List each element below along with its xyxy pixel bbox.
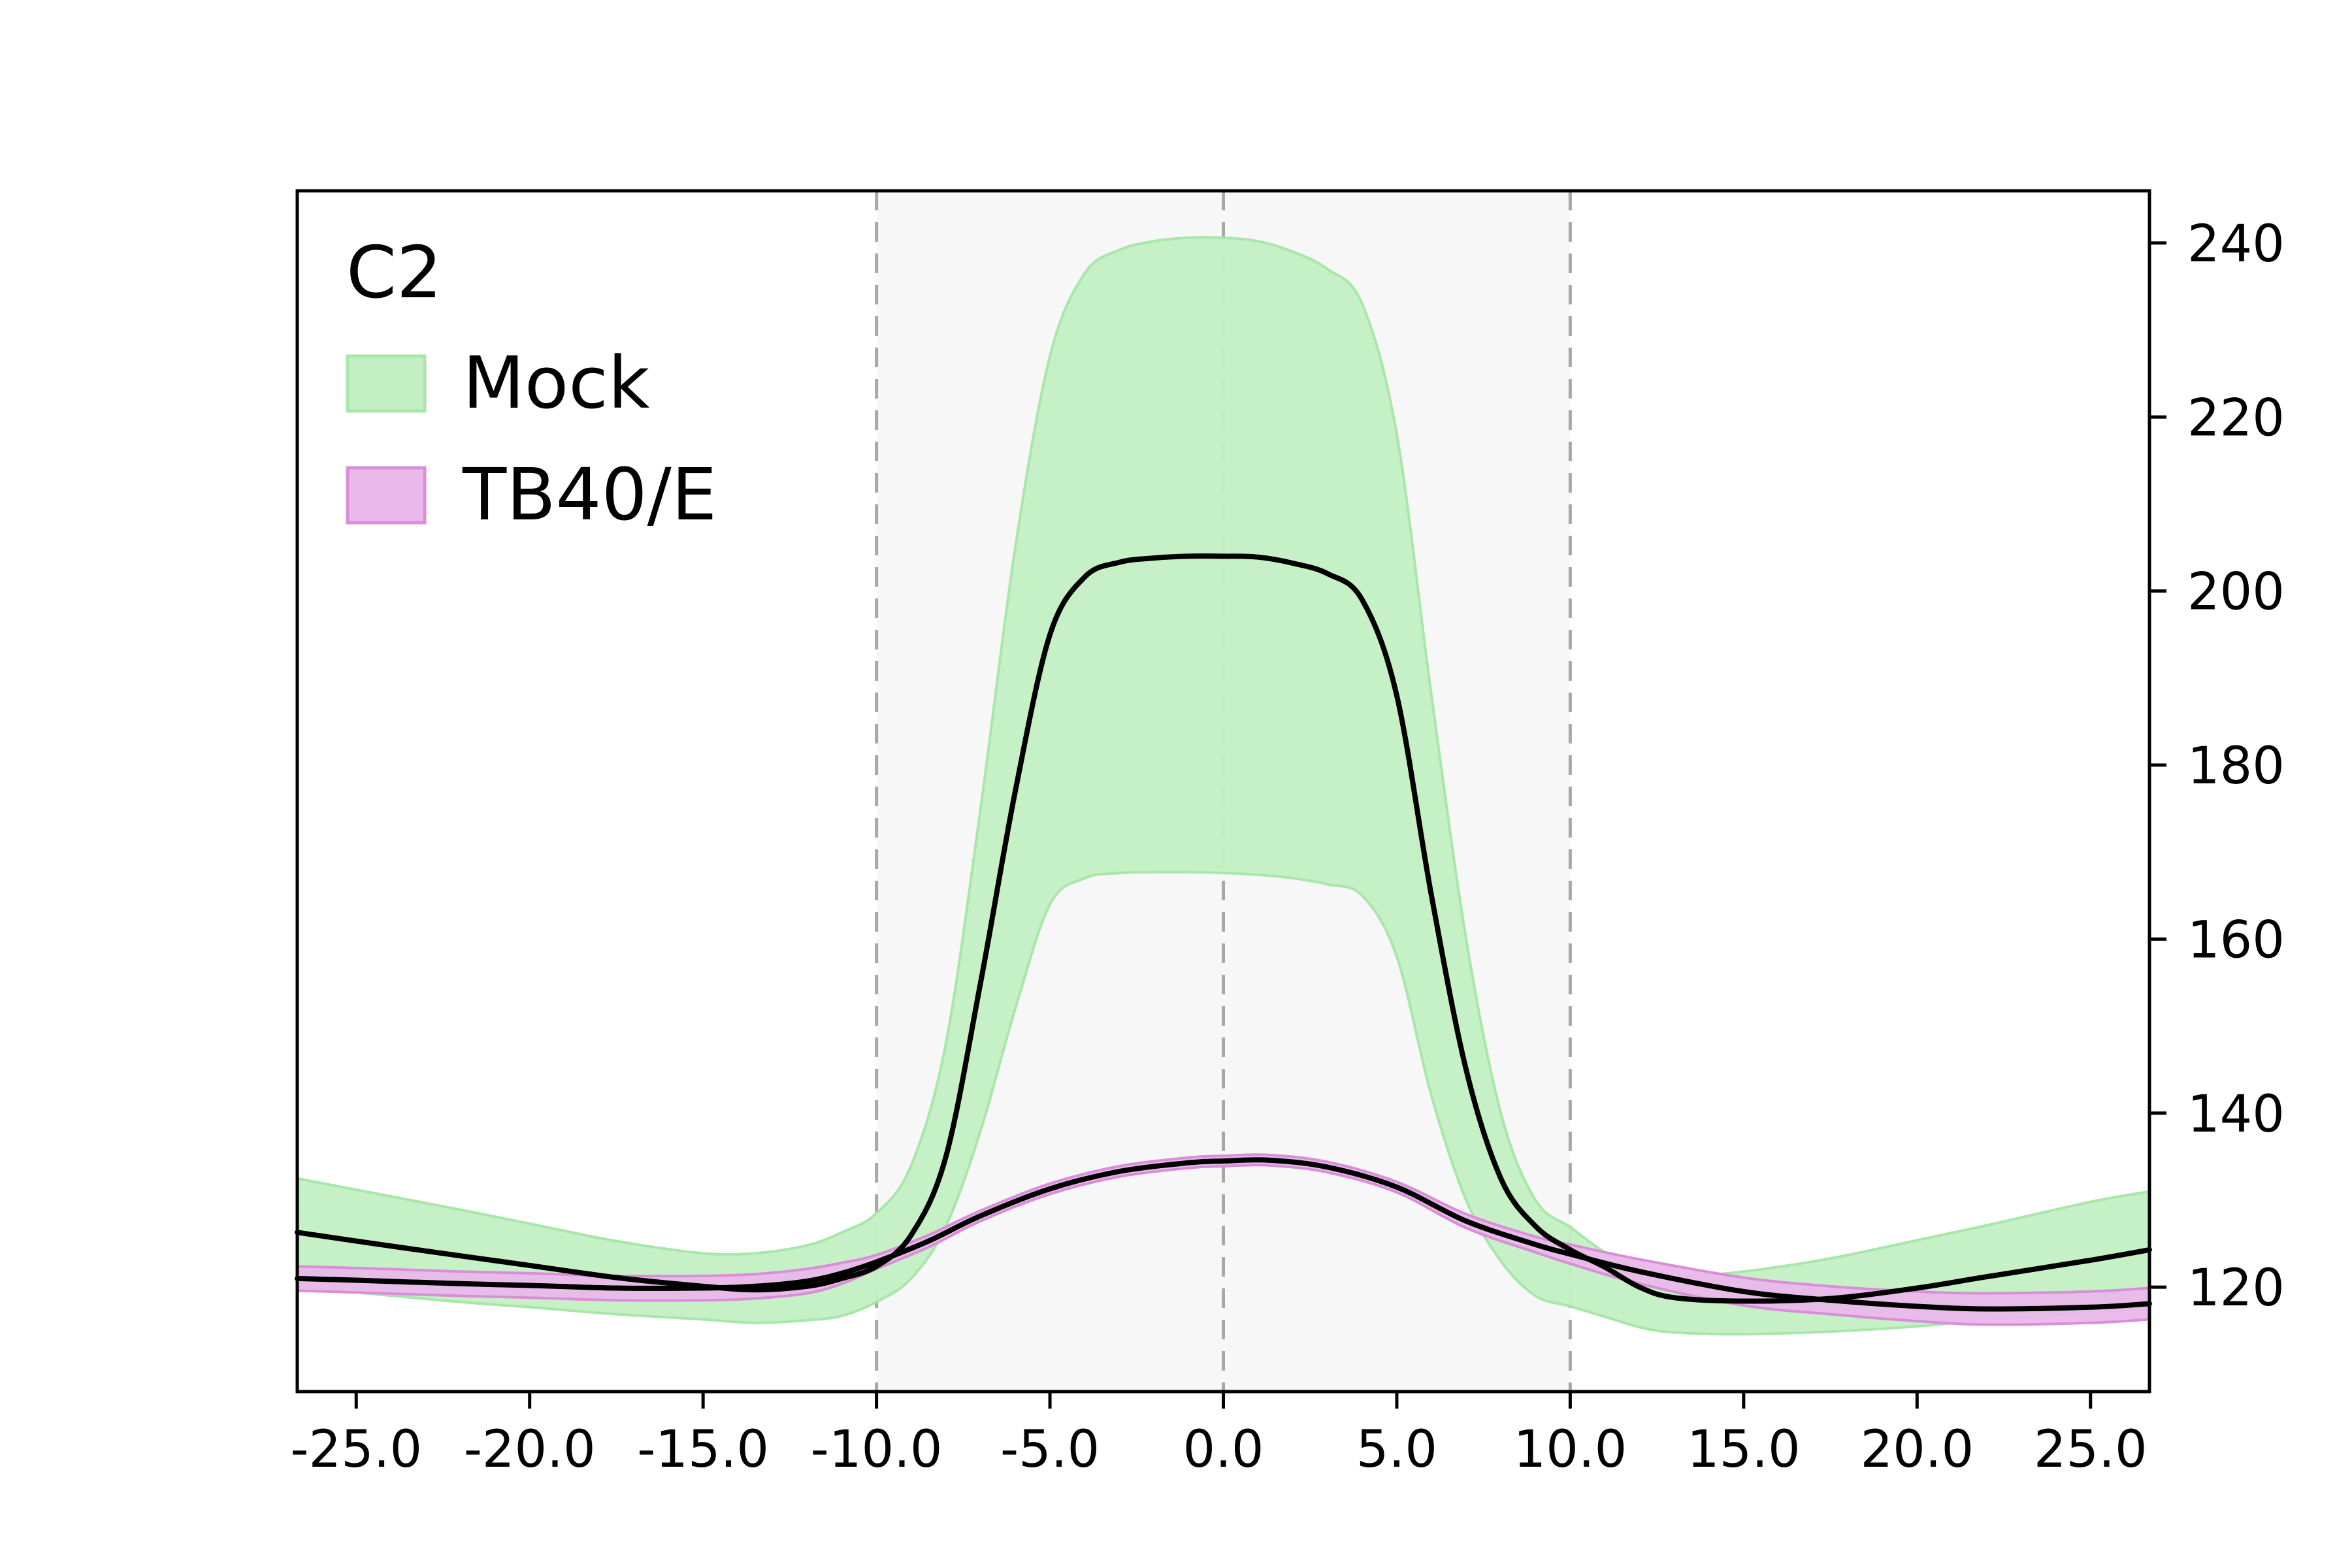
mean-line-tb40e [295,1157,2152,1312]
y-tick-label: 220 [2187,389,2285,448]
x-tick-label: -10.0 [811,1420,943,1479]
x-tick-label: -5.0 [1000,1420,1100,1479]
x-tick-label: 20.0 [1860,1420,1974,1479]
legend: C2 Mock TB40/E [346,231,717,536]
legend-swatch-mock [346,354,427,413]
y-tick-label: 140 [2187,1085,2285,1144]
y-tick-label: 180 [2187,737,2285,796]
legend-label-mock: Mock [463,341,650,425]
x-tick-label: 5.0 [1356,1420,1437,1479]
y-tick-label: 240 [2187,215,2285,274]
x-axis-ticks: -25.0 -20.0 -15.0 -10.0 -5.0 0.0 5.0 10.0 15.0 20… [290,1392,2148,1479]
y-tick-label: 120 [2187,1259,2285,1318]
x-tick-label: -20.0 [464,1420,596,1479]
legend-swatch-tb40e [346,466,427,525]
y-axis-ticks: 120 140 160 180 200 220 240 [2149,215,2285,1318]
x-tick-label: -25.0 [290,1420,422,1479]
legend-label-tb40e: TB40/E [462,453,717,536]
x-tick-label: 10.0 [1514,1420,1627,1479]
y-tick-label: 160 [2187,911,2285,970]
mean-line-mock [295,553,2152,1304]
x-tick-label: 25.0 [2034,1420,2148,1479]
x-tick-label: 15.0 [1687,1420,1801,1479]
y-tick-label: 200 [2187,563,2285,622]
x-tick-label: -15.0 [637,1420,769,1479]
band-mock [296,236,2151,1336]
mean-lines-layer [295,553,2152,1312]
x-tick-label: 0.0 [1183,1420,1264,1479]
legend-title: C2 [346,231,442,314]
